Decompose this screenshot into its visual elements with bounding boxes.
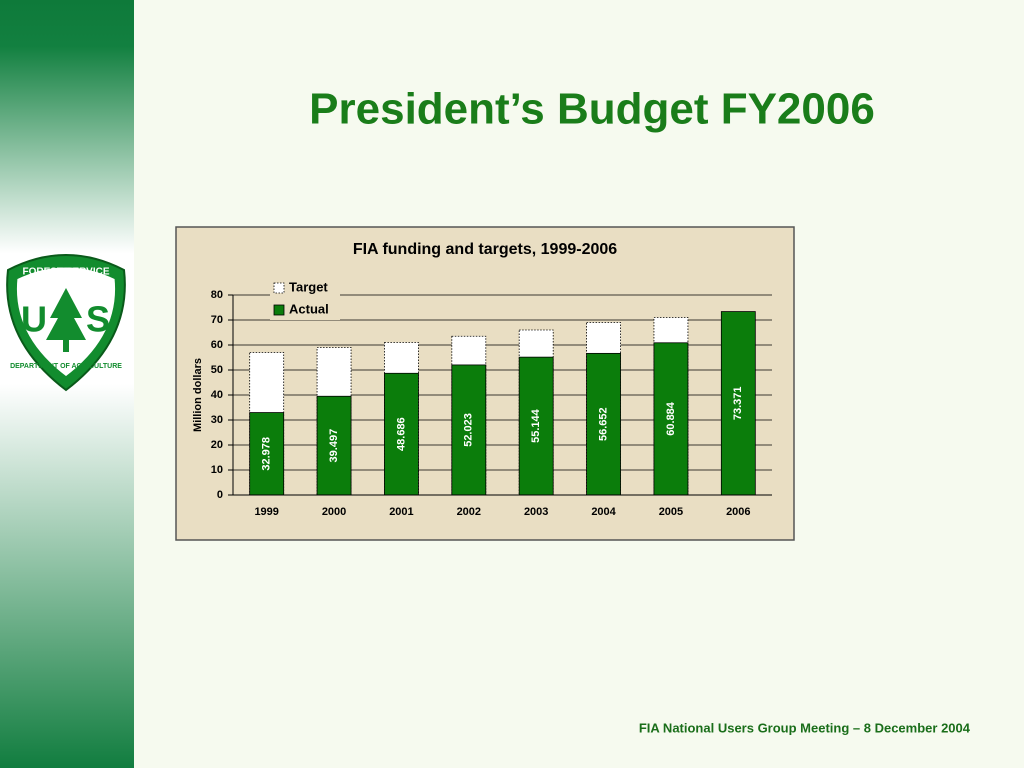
x-tick-label: 2005 [659,506,683,518]
value-label: 32.978 [261,437,273,471]
logo-left: U [21,299,47,340]
x-tick-label: 2006 [726,506,750,518]
value-label: 39.497 [328,429,340,463]
x-tick-label: 2003 [524,506,548,518]
x-tick-label: 2000 [322,506,346,518]
y-tick-label: 80 [211,289,223,301]
actual-bar [653,342,689,496]
x-tick-label: 2002 [457,506,481,518]
x-tick-label: 2001 [389,506,413,518]
plot: 0 10 20 30 40 50 60 70 80 Target Actual 1999 32.978 2… [211,278,772,518]
x-tick-label: 2004 [591,506,616,518]
legend-label: Actual [289,301,329,316]
y-tick-label: 30 [211,414,223,426]
value-label: 73.371 [732,386,744,420]
actual-bar [518,356,554,496]
legend-label: Target [289,279,328,294]
actual-bar [720,311,756,496]
actual-bar [384,372,419,496]
actual-bar [451,364,487,496]
slide-title: President’s Budget FY2006 [309,85,875,134]
actual-bar [249,412,285,496]
y-tick-label: 20 [211,439,223,451]
logo-tree [46,288,86,340]
actual-bar [316,395,352,496]
value-label: 60.884 [665,401,677,436]
x-tick-label: 1999 [254,506,278,518]
y-tick-label: 50 [211,364,223,376]
y-tick-label: 0 [217,489,223,501]
y-tick-label: 10 [211,464,223,476]
value-label: 52.023 [463,413,475,447]
y-tick-label: 60 [211,339,223,351]
legend-swatch [273,304,285,316]
value-label: 55.144 [530,408,542,443]
logo-right: S [86,299,110,340]
value-label: 56.652 [597,407,609,441]
logo-bottom: DEPARTMENT OF AGRICULTURE [10,363,122,370]
y-axis-label: Million dollars [192,358,204,432]
logo-trunk [63,340,69,352]
logo: FOREST SERVICE U S DEPARTMENT OF AGRICUL… [6,254,126,392]
value-label: 48.686 [395,417,407,451]
legend-swatch [273,282,285,294]
y-tick-label: 70 [211,314,223,326]
logo-top: FOREST SERVICE [22,267,109,278]
footer: FIA National Users Group Meeting – 8 Dec… [639,720,971,735]
chart-title: FIA funding and targets, 1999-2006 [353,241,617,258]
y-tick-label: 40 [211,389,223,401]
